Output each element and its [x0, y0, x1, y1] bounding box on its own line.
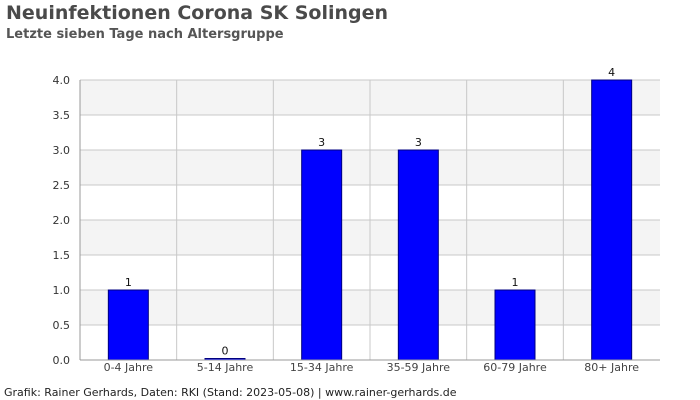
y-tick-label: 2.0	[53, 214, 71, 227]
data-label: 3	[415, 136, 422, 149]
bar	[301, 149, 343, 361]
y-tick-label: 0.5	[53, 319, 71, 332]
y-tick-label: 3.0	[53, 144, 71, 157]
bar	[494, 289, 536, 361]
y-tick-label: 4.0	[53, 74, 71, 87]
x-tick-label: 80+ Jahre	[584, 361, 639, 374]
footer-credit: Grafik: Rainer Gerhards, Daten: RKI (Sta…	[4, 386, 457, 399]
y-tick-label: 1.0	[53, 284, 71, 297]
data-label: 1	[512, 276, 519, 289]
bars	[107, 79, 633, 361]
data-labels: 1 0 3 3 1 4	[125, 66, 615, 358]
chart-subtitle: Letzte sieben Tage nach Altersgruppe	[6, 27, 284, 42]
y-tick-label: 1.5	[53, 249, 71, 262]
data-label: 4	[608, 66, 615, 79]
y-tick-label: 3.5	[53, 109, 71, 122]
y-tick-label: 0.0	[53, 354, 71, 367]
data-label: 1	[125, 276, 132, 289]
x-tick-labels: 0-4 Jahre 5-14 Jahre 15-34 Jahre 35-59 Jahr…	[104, 361, 640, 374]
y-tick-label: 2.5	[53, 179, 71, 192]
x-tick-label: 0-4 Jahre	[104, 361, 154, 374]
x-tick-label: 35-59 Jahre	[387, 361, 451, 374]
bar	[397, 149, 439, 361]
x-tick-label: 60-79 Jahre	[483, 361, 547, 374]
bar	[591, 79, 633, 361]
data-label: 3	[318, 136, 325, 149]
x-tick-label: 5-14 Jahre	[197, 361, 254, 374]
axes	[79, 80, 660, 361]
y-tick-labels: 0.0 0.5 1.0 1.5 2.0 2.5 3.0 3.5 4.0	[53, 74, 71, 367]
data-label: 0	[222, 345, 229, 358]
x-tick-label: 15-34 Jahre	[290, 361, 354, 374]
chart-title: Neuinfektionen Corona SK Solingen	[6, 2, 389, 24]
bar	[107, 289, 149, 361]
